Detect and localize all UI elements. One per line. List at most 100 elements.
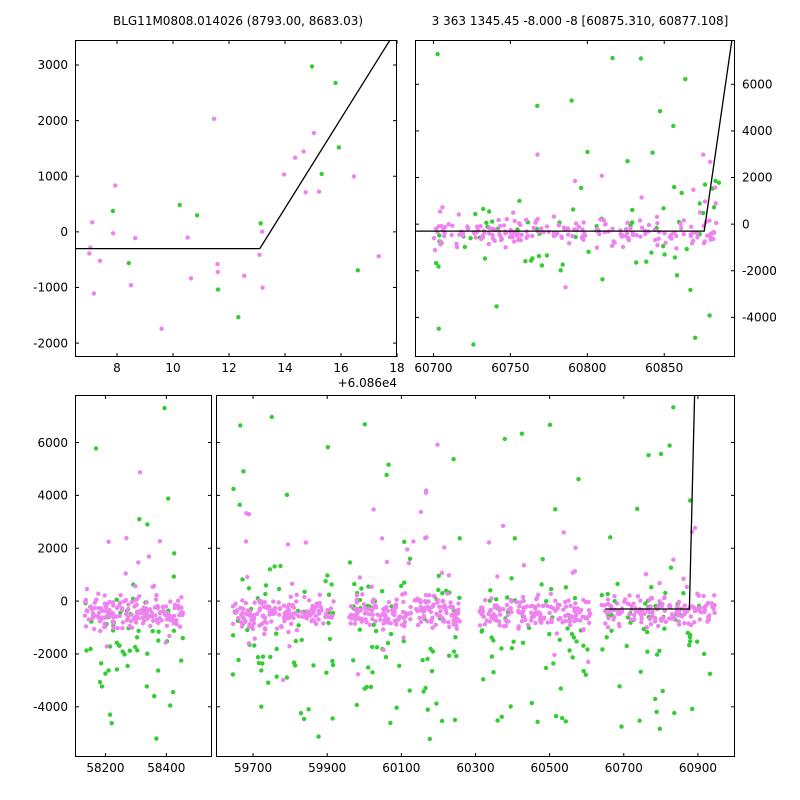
data-point-magenta xyxy=(454,241,459,246)
data-point-magenta xyxy=(501,223,507,228)
data-point-green xyxy=(366,584,371,589)
data-point-green xyxy=(716,180,722,185)
data-point-magenta xyxy=(524,217,529,222)
data-point-green xyxy=(581,643,586,648)
data-point-magenta xyxy=(241,606,246,612)
data-point-green xyxy=(263,583,269,588)
data-point-magenta xyxy=(239,624,245,629)
data-point-magenta xyxy=(525,622,531,628)
data-point-magenta xyxy=(454,619,459,624)
data-point-magenta xyxy=(453,623,459,628)
data-point-magenta xyxy=(710,604,715,609)
x-tick-label: 60800 xyxy=(568,361,606,375)
data-point-green xyxy=(278,563,283,569)
data-point-green xyxy=(330,658,335,664)
data-point-magenta xyxy=(675,604,680,609)
data-point-magenta xyxy=(619,234,625,239)
data-point-green xyxy=(502,436,507,442)
data-point-magenta xyxy=(285,542,291,547)
data-point-magenta xyxy=(649,595,655,601)
data-point-magenta xyxy=(386,600,392,605)
data-point-green xyxy=(135,648,140,653)
data-point-green xyxy=(168,703,173,708)
data-point-green xyxy=(357,627,362,632)
data-point-magenta xyxy=(499,236,504,242)
data-point-magenta xyxy=(82,613,88,618)
data-point-magenta xyxy=(681,231,686,237)
data-point-green xyxy=(171,574,176,579)
data-point-magenta xyxy=(643,572,649,577)
data-point-magenta xyxy=(393,602,399,607)
y-tick-label: -4000 xyxy=(33,700,68,714)
data-point-magenta xyxy=(606,609,612,615)
data-point-green xyxy=(366,665,371,670)
x-axis-offset-label: +6.086e4 xyxy=(338,376,397,390)
data-point-magenta xyxy=(512,229,517,234)
data-point-green xyxy=(194,213,200,218)
data-point-green xyxy=(547,422,553,427)
data-point-green xyxy=(585,647,590,652)
data-point-magenta xyxy=(289,581,295,586)
data-point-green xyxy=(122,652,127,657)
data-point-green xyxy=(657,109,663,114)
data-point-magenta xyxy=(310,603,315,609)
scatter-points xyxy=(431,51,722,347)
data-point-magenta xyxy=(351,174,357,179)
data-point-magenta xyxy=(554,631,559,636)
data-point-magenta xyxy=(572,178,578,184)
data-point-green xyxy=(553,507,558,512)
data-point-magenta xyxy=(431,235,437,241)
data-point-magenta xyxy=(83,624,89,629)
data-point-green xyxy=(309,64,315,69)
data-point-green xyxy=(663,590,668,596)
data-point-magenta xyxy=(363,617,368,622)
data-point-magenta xyxy=(668,604,673,609)
data-point-magenta xyxy=(477,623,483,628)
data-point-magenta xyxy=(639,616,644,621)
data-point-magenta xyxy=(103,605,108,610)
data-point-magenta xyxy=(646,222,652,228)
data-point-green xyxy=(536,253,542,259)
data-point-magenta xyxy=(293,611,298,616)
data-point-green xyxy=(172,551,177,556)
data-point-magenta xyxy=(539,620,544,625)
data-point-magenta xyxy=(160,604,165,610)
data-point-green xyxy=(144,684,149,689)
data-point-magenta xyxy=(599,173,604,178)
data-point-magenta xyxy=(175,598,181,603)
data-point-green xyxy=(359,586,364,591)
data-point-magenta xyxy=(291,615,296,621)
data-point-magenta xyxy=(352,613,358,618)
data-point-magenta xyxy=(536,610,541,615)
axis-ticks: 58200 58400 -4000 -2000 0 2000 4000 6000 xyxy=(33,395,212,775)
data-point-magenta xyxy=(264,620,269,625)
data-point-green xyxy=(679,190,684,196)
data-point-green xyxy=(156,629,161,634)
data-point-green xyxy=(402,539,407,544)
data-point-magenta xyxy=(663,619,668,624)
data-point-magenta xyxy=(107,607,112,613)
data-point-magenta xyxy=(276,600,281,605)
data-point-magenta xyxy=(136,560,141,565)
data-point-magenta xyxy=(487,619,492,624)
data-point-magenta xyxy=(348,612,354,618)
x-tick-label: 58200 xyxy=(86,761,124,775)
data-point-magenta xyxy=(701,593,706,599)
data-point-green xyxy=(230,672,236,677)
data-point-magenta xyxy=(400,609,406,615)
data-point-green xyxy=(512,536,517,541)
data-point-green xyxy=(694,639,700,644)
data-point-magenta xyxy=(316,617,321,622)
data-point-magenta xyxy=(692,620,697,625)
data-point-green xyxy=(539,263,545,268)
x-tick-label: 60750 xyxy=(491,361,529,375)
data-point-magenta xyxy=(185,235,190,240)
model-line xyxy=(415,40,733,232)
data-point-magenta xyxy=(474,224,480,229)
data-point-green xyxy=(388,720,393,726)
data-point-magenta xyxy=(713,201,718,206)
data-point-green xyxy=(256,660,262,666)
data-point-magenta xyxy=(388,621,394,626)
data-point-magenta xyxy=(518,600,523,605)
